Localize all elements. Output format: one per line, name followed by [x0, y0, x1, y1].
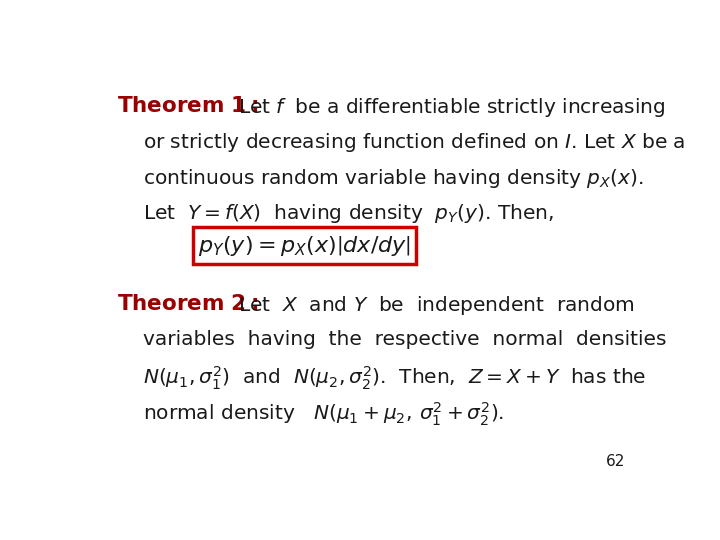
Text: or strictly decreasing function defined on $I$. Let $X$ be a: or strictly decreasing function defined … — [143, 131, 685, 154]
Text: $\mathbf{Theorem\ 1:}$: $\mathbf{Theorem\ 1:}$ — [117, 96, 258, 116]
Text: Let  $X$  and $Y$  be  independent  random: Let $X$ and $Y$ be independent random — [238, 294, 634, 318]
Text: variables  having  the  respective  normal  densities: variables having the respective normal d… — [143, 329, 667, 349]
Text: continuous random variable having density $p_X(x)$.: continuous random variable having densit… — [143, 167, 644, 190]
Text: $\mathbf{Theorem\ 2:}$: $\mathbf{Theorem\ 2:}$ — [117, 294, 258, 314]
Text: 62: 62 — [606, 454, 626, 469]
Text: $N(\mu_1, \sigma_1^2)$  and  $N(\mu_2, \sigma_2^2)$.  Then,  $Z = X + Y$  has th: $N(\mu_1, \sigma_1^2)$ and $N(\mu_2, \si… — [143, 365, 647, 393]
Text: normal density   $N(\mu_1 + \mu_2,\, \sigma_1^2 + \sigma_2^2)$.: normal density $N(\mu_1 + \mu_2,\, \sigm… — [143, 400, 504, 428]
Text: Let $f\;$ be a differentiable strictly increasing: Let $f\;$ be a differentiable strictly i… — [238, 96, 665, 119]
Text: Let  $Y = f(X)$  having density  $p_Y(y)$. Then,: Let $Y = f(X)$ having density $p_Y(y)$. … — [143, 202, 554, 225]
Text: $p_Y(y) = p_X(x)\left|dx/dy\right|$: $p_Y(y) = p_X(x)\left|dx/dy\right|$ — [198, 234, 411, 258]
FancyBboxPatch shape — [193, 227, 416, 264]
